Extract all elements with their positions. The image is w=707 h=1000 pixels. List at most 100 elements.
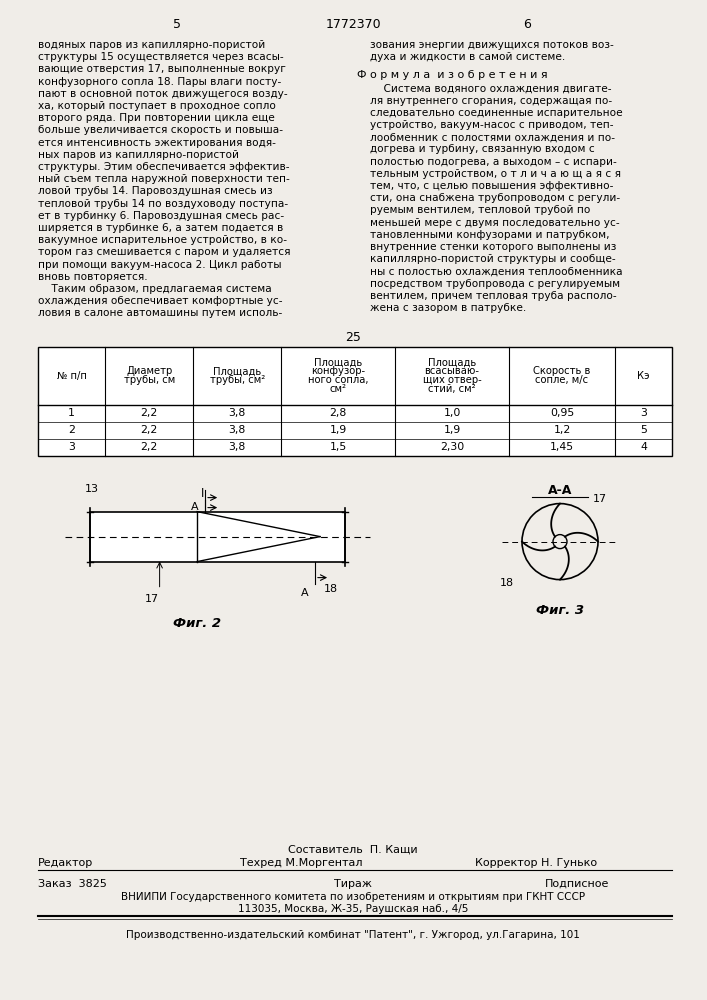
Text: А-А: А-А <box>548 484 572 497</box>
Text: структуры. Этим обеспечивается эффектив-: структуры. Этим обеспечивается эффектив- <box>38 162 289 172</box>
Text: Кэ: Кэ <box>637 371 650 381</box>
Text: Редактор: Редактор <box>38 858 93 868</box>
Text: тором газ смешивается с паром и удаляется: тором газ смешивается с паром и удаляетс… <box>38 247 291 257</box>
Text: 2,2: 2,2 <box>141 408 158 418</box>
Text: капиллярно-пористой структуры и сообще-: капиллярно-пористой структуры и сообще- <box>370 254 616 264</box>
Text: 1,2: 1,2 <box>554 425 571 435</box>
Text: Составитель  П. Кащи: Составитель П. Кащи <box>288 845 418 855</box>
Text: Техред М.Моргентал: Техред М.Моргентал <box>240 858 363 868</box>
Text: тем, что, с целью повышения эффективно-: тем, что, с целью повышения эффективно- <box>370 181 614 191</box>
Text: Система водяного охлаждения двигате-: Система водяного охлаждения двигате- <box>370 83 612 93</box>
Text: больше увеличивается скорость и повыша-: больше увеличивается скорость и повыша- <box>38 125 283 135</box>
Text: 1772370: 1772370 <box>325 18 381 31</box>
Text: I: I <box>200 487 204 500</box>
Text: жена с зазором в патрубке.: жена с зазором в патрубке. <box>370 303 526 313</box>
Text: Тираж: Тираж <box>334 879 372 889</box>
Text: полостью подогрева, а выходом – с испари-: полостью подогрева, а выходом – с испари… <box>370 157 617 167</box>
Text: трубы, см²: трубы, см² <box>210 375 265 385</box>
Text: 113035, Москва, Ж-35, Раушская наб., 4/5: 113035, Москва, Ж-35, Раушская наб., 4/5 <box>238 904 468 914</box>
Text: всасываю-: всасываю- <box>424 366 479 376</box>
Text: стий, см²: стий, см² <box>428 384 476 394</box>
Text: сопле, м/с: сопле, м/с <box>535 375 589 385</box>
Text: 5: 5 <box>640 425 647 435</box>
Text: вновь повторяется.: вновь повторяется. <box>38 272 148 282</box>
Text: Фиг. 3: Фиг. 3 <box>536 604 584 617</box>
Text: тельным устройством, о т л и ч а ю щ а я с я: тельным устройством, о т л и ч а ю щ а я… <box>370 169 621 179</box>
Text: 17: 17 <box>144 594 158 604</box>
Text: 2,2: 2,2 <box>141 442 158 452</box>
Text: тановленными конфузорами и патрубком,: тановленными конфузорами и патрубком, <box>370 230 609 240</box>
Bar <box>38 347 672 456</box>
Text: ного сопла,: ного сопла, <box>308 375 368 385</box>
Text: второго ряда. При повторении цикла еще: второго ряда. При повторении цикла еще <box>38 113 275 123</box>
Text: 5: 5 <box>173 18 181 31</box>
Text: ных паров из капиллярно-пористой: ных паров из капиллярно-пористой <box>38 150 239 160</box>
Text: Площадь: Площадь <box>428 357 477 367</box>
Text: структуры 15 осуществляется через всасы-: структуры 15 осуществляется через всасы- <box>38 52 284 62</box>
Text: ется интенсивность эжектирования водя-: ется интенсивность эжектирования водя- <box>38 138 276 148</box>
Bar <box>90 512 345 562</box>
Text: вакуумное испарительное устройство, в ко-: вакуумное испарительное устройство, в ко… <box>38 235 287 245</box>
Text: Площадь: Площадь <box>314 357 362 367</box>
Text: 3,8: 3,8 <box>228 425 246 435</box>
Text: внутренние стенки которого выполнены из: внутренние стенки которого выполнены из <box>370 242 617 252</box>
Text: 3: 3 <box>640 408 647 418</box>
Text: следовательно соединенные испарительное: следовательно соединенные испарительное <box>370 108 623 118</box>
Text: ловия в салоне автомашины путем исполь-: ловия в салоне автомашины путем исполь- <box>38 308 282 318</box>
Text: 6: 6 <box>523 18 531 31</box>
Text: вающие отверстия 17, выполненные вокруг: вающие отверстия 17, выполненные вокруг <box>38 64 286 74</box>
Text: меньшей мере с двумя последовательно ус-: меньшей мере с двумя последовательно ус- <box>370 218 619 228</box>
Text: 0,95: 0,95 <box>550 408 574 418</box>
Text: Площадь: Площадь <box>213 366 262 376</box>
Text: Корректор Н. Гунько: Корректор Н. Гунько <box>475 858 597 868</box>
Text: 3,8: 3,8 <box>228 442 246 452</box>
Text: Подписное: Подписное <box>545 879 609 889</box>
Text: посредством трубопровода с регулируемым: посредством трубопровода с регулируемым <box>370 279 620 289</box>
Text: 1: 1 <box>68 408 75 418</box>
Text: водяных паров из капиллярно-пористой: водяных паров из капиллярно-пористой <box>38 40 265 50</box>
Text: А: А <box>301 588 309 598</box>
Text: Производственно-издательский комбинат "Патент", г. Ужгород, ул.Гагарина, 101: Производственно-издательский комбинат "П… <box>126 930 580 940</box>
Text: 3: 3 <box>68 442 75 452</box>
Text: 1,9: 1,9 <box>329 425 347 435</box>
Text: А: А <box>192 502 199 512</box>
Text: Скорость в: Скорость в <box>533 366 591 376</box>
Text: сти, она снабжена трубопроводом с регули-: сти, она снабжена трубопроводом с регули… <box>370 193 620 203</box>
Text: устройство, вакуум-насос с приводом, теп-: устройство, вакуум-насос с приводом, теп… <box>370 120 614 130</box>
Text: Заказ  3825: Заказ 3825 <box>38 879 107 889</box>
Text: № п/п: № п/п <box>57 371 86 381</box>
Text: при помощи вакуум-насоса 2. Цикл работы: при помощи вакуум-насоса 2. Цикл работы <box>38 260 281 270</box>
Text: догрева и турбину, связанную входом с: догрева и турбину, связанную входом с <box>370 144 595 154</box>
Text: ловой трубы 14. Паровоздушная смесь из: ловой трубы 14. Паровоздушная смесь из <box>38 186 273 196</box>
Text: лообменник с полостями охлаждения и по-: лообменник с полостями охлаждения и по- <box>370 132 615 142</box>
Text: Диаметр: Диаметр <box>126 366 173 376</box>
Text: Таким образом, предлагаемая система: Таким образом, предлагаемая система <box>38 284 271 294</box>
Text: духа и жидкости в самой системе.: духа и жидкости в самой системе. <box>370 52 566 62</box>
Text: Ф о р м у л а  и з о б р е т е н и я: Ф о р м у л а и з о б р е т е н и я <box>357 70 547 80</box>
Text: 1,5: 1,5 <box>329 442 347 452</box>
Text: ВНИИПИ Государственного комитета по изобретениям и открытиям при ГКНТ СССР: ВНИИПИ Государственного комитета по изоб… <box>121 892 585 902</box>
Text: 2,8: 2,8 <box>329 408 347 418</box>
Text: трубы, см: трубы, см <box>124 375 175 385</box>
Text: 17: 17 <box>593 494 607 504</box>
Text: см²: см² <box>329 384 346 394</box>
Text: 1,0: 1,0 <box>443 408 461 418</box>
Text: 3,8: 3,8 <box>228 408 246 418</box>
Text: тепловой трубы 14 по воздуховоду поступа-: тепловой трубы 14 по воздуховоду поступа… <box>38 199 288 209</box>
Text: 1,9: 1,9 <box>443 425 461 435</box>
Text: вентилем, причем тепловая труба располо-: вентилем, причем тепловая труба располо- <box>370 291 617 301</box>
Text: ля внутреннего сгорания, содержащая по-: ля внутреннего сгорания, содержащая по- <box>370 96 612 106</box>
Text: ет в турбинку 6. Паровоздушная смесь рас-: ет в турбинку 6. Паровоздушная смесь рас… <box>38 211 284 221</box>
Text: 2,2: 2,2 <box>141 425 158 435</box>
Text: щих отвер-: щих отвер- <box>423 375 481 385</box>
Text: 2: 2 <box>68 425 75 435</box>
Text: 18: 18 <box>324 584 338 594</box>
Text: ный съем тепла наружной поверхности теп-: ный съем тепла наружной поверхности теп- <box>38 174 290 184</box>
Text: ха, который поступает в проходное сопло: ха, который поступает в проходное сопло <box>38 101 276 111</box>
Text: 25: 25 <box>345 331 361 344</box>
Text: ширяется в турбинке 6, а затем подается в: ширяется в турбинке 6, а затем подается … <box>38 223 284 233</box>
Text: зования энергии движущихся потоков воз-: зования энергии движущихся потоков воз- <box>370 40 614 50</box>
Text: конфузорного сопла 18. Пары влаги посту-: конфузорного сопла 18. Пары влаги посту- <box>38 77 281 87</box>
Text: 13: 13 <box>85 484 99 494</box>
Text: 18: 18 <box>500 578 514 588</box>
